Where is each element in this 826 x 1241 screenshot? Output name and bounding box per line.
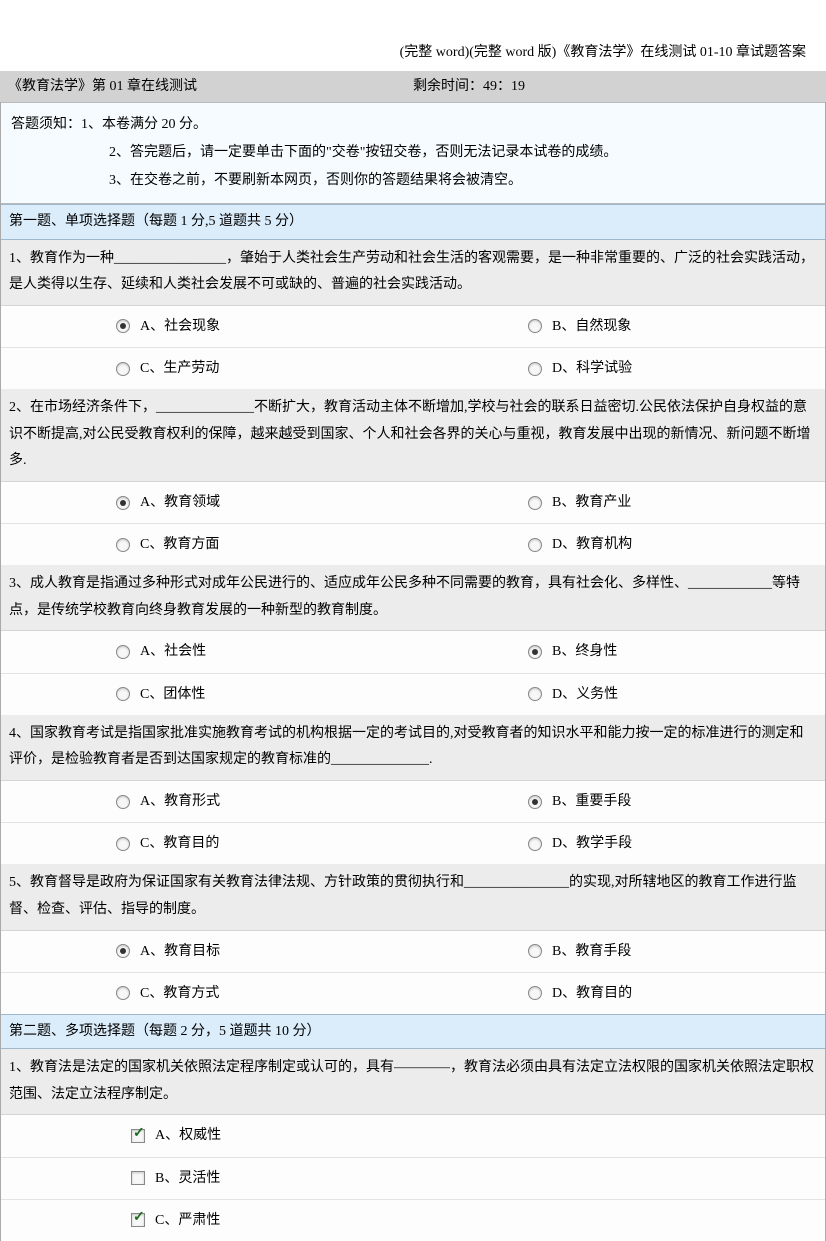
radio-icon: [116, 496, 130, 510]
radio-icon: [528, 645, 542, 659]
option-label: B、重要手段: [552, 789, 631, 814]
options-grid: A、教育形式 B、重要手段 C、教育目的 D、教学手段: [1, 781, 825, 864]
option-label: C、严肃性: [155, 1208, 220, 1233]
option-label: A、教育领域: [140, 490, 220, 515]
checkbox-icon: ✓: [131, 1129, 145, 1143]
instruction-line: 2、答完题后，请一定要单击下面的"交卷"按钮交卷，否则无法记录本试卷的成绩。: [11, 139, 815, 167]
instructions-block: 答题须知：1、本卷满分 20 分。 2、答完题后，请一定要单击下面的"交卷"按钮…: [1, 102, 825, 204]
question-text: 5、教育督导是政府为保证国家有关教育法律法规、方针政策的贯彻执行和_______…: [1, 864, 825, 930]
question-text: 1、教育作为一种________________，肇始于人类社会生产劳动和社会生…: [1, 240, 825, 306]
options-grid: A、教育目标 B、教育手段 C、教育方式 D、教育目的: [1, 931, 825, 1014]
options-grid: A、社会现象 B、自然现象 C、生产劳动 D、科学试验: [1, 306, 825, 389]
option-label: B、自然现象: [552, 314, 631, 339]
option-label: C、教育方面: [140, 532, 219, 557]
question-text: 4、国家教育考试是指国家批准实施教育考试的机构根据一定的考试目的,对受教育者的知…: [1, 715, 825, 781]
option-a[interactable]: ✓ A、权威性: [1, 1115, 825, 1157]
option-c[interactable]: C、教育方式: [1, 973, 413, 1014]
options-grid: A、社会性 B、终身性 C、团体性 D、义务性: [1, 631, 825, 714]
options-grid: A、教育领域 B、教育产业 C、教育方面 D、教育机构: [1, 482, 825, 565]
radio-icon: [116, 986, 130, 1000]
radio-icon: [116, 538, 130, 552]
option-label: C、教育目的: [140, 831, 219, 856]
option-label: B、教育产业: [552, 490, 631, 515]
radio-icon: [528, 496, 542, 510]
option-b[interactable]: B、教育手段: [413, 931, 825, 972]
option-label: B、教育手段: [552, 939, 631, 964]
radio-icon: [116, 944, 130, 958]
radio-icon: [528, 538, 542, 552]
option-label: D、科学试验: [552, 356, 632, 381]
radio-icon: [116, 319, 130, 333]
option-label: C、教育方式: [140, 981, 219, 1006]
option-label: A、权威性: [155, 1123, 221, 1148]
option-a[interactable]: A、教育领域: [1, 482, 413, 523]
option-c[interactable]: ✓ C、严肃性: [1, 1200, 825, 1241]
option-label: A、社会性: [140, 639, 206, 664]
document-title: (完整 word)(完整 word 版)《教育法学》在线测试 01-10 章试题…: [0, 0, 826, 71]
radio-icon: [528, 837, 542, 851]
instruction-line: 3、在交卷之前，不要刷新本网页，否则你的答题结果将会被清空。: [11, 167, 815, 195]
instruction-line: 答题须知：1、本卷满分 20 分。: [11, 111, 815, 139]
option-label: D、教育机构: [552, 532, 632, 557]
option-b[interactable]: B、终身性: [413, 631, 825, 672]
option-label: B、终身性: [552, 639, 617, 664]
radio-icon: [528, 944, 542, 958]
checkbox-icon: ✓: [131, 1213, 145, 1227]
exam-title: 《教育法学》第 01 章在线测试: [8, 74, 413, 99]
radio-icon: [116, 362, 130, 376]
option-b[interactable]: B、教育产业: [413, 482, 825, 523]
radio-icon: [116, 837, 130, 851]
question-text: 2、在市场经济条件下，______________不断扩大，教育活动主体不断增加…: [1, 389, 825, 482]
question-text: 1、教育法是法定的国家机关依照法定程序制定或认可的，具有————，教育法必须由具…: [1, 1049, 825, 1115]
time-remaining: 剩余时间：49：19: [413, 74, 818, 99]
option-label: D、义务性: [552, 682, 618, 707]
option-d[interactable]: D、科学试验: [413, 348, 825, 389]
radio-icon: [528, 687, 542, 701]
option-label: D、教学手段: [552, 831, 632, 856]
option-label: C、生产劳动: [140, 356, 219, 381]
option-c[interactable]: C、教育方面: [1, 524, 413, 565]
radio-icon: [528, 795, 542, 809]
option-a[interactable]: A、社会现象: [1, 306, 413, 347]
option-d[interactable]: D、教学手段: [413, 823, 825, 864]
exam-header: 《教育法学》第 01 章在线测试 剩余时间：49：19: [0, 71, 826, 102]
option-d[interactable]: D、义务性: [413, 674, 825, 715]
section-title: 第二题、多项选择题（每题 2 分，5 道题共 10 分）: [1, 1014, 825, 1049]
radio-icon: [528, 362, 542, 376]
options-list: ✓ A、权威性 B、灵活性 ✓ C、严肃性: [1, 1115, 825, 1241]
option-a[interactable]: A、社会性: [1, 631, 413, 672]
option-label: A、教育形式: [140, 789, 220, 814]
option-b[interactable]: B、重要手段: [413, 781, 825, 822]
exam-container: 答题须知：1、本卷满分 20 分。 2、答完题后，请一定要单击下面的"交卷"按钮…: [0, 102, 826, 1241]
radio-icon: [528, 986, 542, 1000]
option-label: A、教育目标: [140, 939, 220, 964]
option-label: B、灵活性: [155, 1166, 220, 1191]
option-c[interactable]: C、团体性: [1, 674, 413, 715]
option-a[interactable]: A、教育目标: [1, 931, 413, 972]
option-label: C、团体性: [140, 682, 205, 707]
radio-icon: [116, 645, 130, 659]
checkbox-icon: [131, 1171, 145, 1185]
option-b[interactable]: B、灵活性: [1, 1158, 825, 1200]
section-title: 第一题、单项选择题（每题 1 分,5 道题共 5 分）: [1, 204, 825, 239]
question-text: 3、成人教育是指通过多种形式对成年公民进行的、适应成年公民多种不同需要的教育，具…: [1, 565, 825, 631]
option-a[interactable]: A、教育形式: [1, 781, 413, 822]
radio-icon: [528, 319, 542, 333]
radio-icon: [116, 687, 130, 701]
option-label: D、教育目的: [552, 981, 632, 1006]
option-c[interactable]: C、生产劳动: [1, 348, 413, 389]
option-b[interactable]: B、自然现象: [413, 306, 825, 347]
option-d[interactable]: D、教育目的: [413, 973, 825, 1014]
radio-icon: [116, 795, 130, 809]
option-c[interactable]: C、教育目的: [1, 823, 413, 864]
option-d[interactable]: D、教育机构: [413, 524, 825, 565]
option-label: A、社会现象: [140, 314, 220, 339]
